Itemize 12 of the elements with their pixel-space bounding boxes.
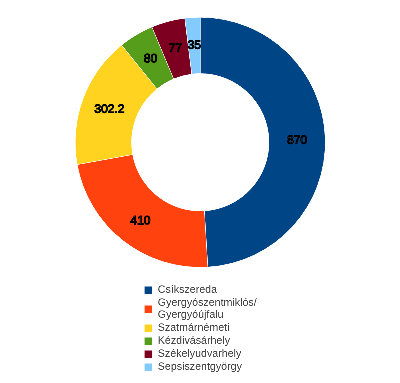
data-label: 35 [188,38,202,52]
legend-label: Szatmárnémeti [158,322,230,334]
data-label: 410 [130,213,152,228]
legend-label: Csíkszereda [158,284,218,296]
data-label: 80 [144,52,158,66]
legend-label: Kézdivásárhely [158,335,230,347]
legend-label: Székelyudvarhely [158,348,242,360]
legend-label: Gyergyószentmiklós/Gyergyóújfalu [158,297,257,321]
data-label: 77 [168,41,183,56]
data-label: 870 [287,133,308,148]
legend-label: Sepsiszentgyörgy [158,361,242,373]
data-label: 302.2 [94,102,126,116]
